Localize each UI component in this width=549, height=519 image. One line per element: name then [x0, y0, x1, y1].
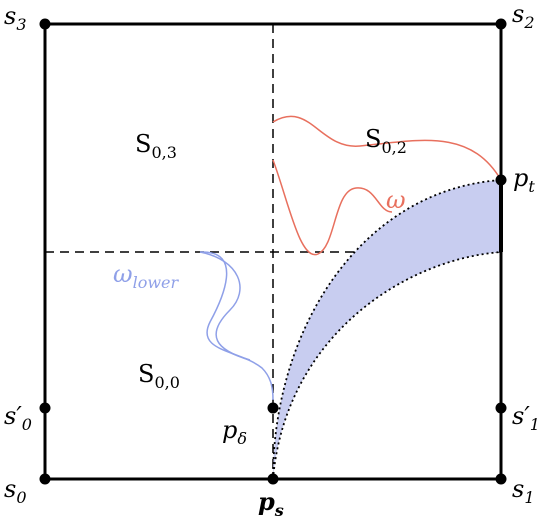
label-main: ω — [113, 260, 133, 288]
label-main: s — [512, 0, 524, 28]
point — [267, 402, 279, 414]
omega-upper-label: ω — [386, 186, 406, 214]
label-sub: 0 — [22, 415, 32, 434]
blue-curve — [199, 251, 274, 401]
label-main: p — [258, 487, 275, 516]
label-sub: 0 — [16, 488, 26, 507]
points — [39, 18, 507, 485]
dotted-upper — [272, 179, 502, 480]
label-main: S — [365, 125, 381, 153]
point — [267, 473, 279, 485]
label: S0,3 — [135, 130, 177, 162]
label: s2 — [512, 0, 535, 32]
point — [495, 174, 507, 186]
label-sub: 2 — [523, 13, 534, 32]
red-curve-lower — [272, 159, 393, 256]
point — [39, 473, 51, 485]
label: ωlower — [113, 260, 179, 292]
label: s′1 — [512, 402, 540, 434]
label: S0,2 — [365, 125, 407, 157]
label: s′0 — [4, 402, 32, 434]
point — [39, 402, 51, 414]
label-main: s — [4, 2, 16, 30]
label-main: ω — [386, 186, 406, 214]
label-main: p — [513, 164, 528, 192]
label-sub: lower — [133, 273, 180, 292]
label-sub: s — [274, 501, 284, 519]
label: s1 — [512, 475, 535, 507]
dotted-lower — [272, 251, 502, 480]
label-sub: 1 — [524, 488, 534, 507]
feasible-region — [273, 180, 501, 479]
point — [495, 18, 507, 30]
red-curve-upper — [272, 115, 502, 181]
label-sub: 0,0 — [154, 373, 179, 392]
label-sub: t — [528, 177, 535, 196]
label-main: S — [135, 130, 151, 158]
label: s0 — [4, 475, 27, 507]
label: pδ — [222, 416, 247, 448]
point — [39, 18, 51, 30]
label-main: s′ — [512, 402, 530, 430]
point — [495, 473, 507, 485]
label-main: s′ — [4, 402, 22, 430]
label-main: s — [4, 475, 16, 503]
label: ps — [258, 487, 284, 519]
label: pt — [513, 164, 535, 196]
label-main: p — [222, 416, 237, 444]
point — [495, 402, 507, 414]
label-main: s — [512, 475, 524, 503]
label-main: S — [138, 360, 154, 388]
label-sub: δ — [237, 429, 247, 448]
label: s3 — [4, 2, 27, 34]
label: S0,0 — [138, 360, 180, 392]
label-sub: 0,2 — [381, 138, 406, 157]
label-sub: 0,3 — [151, 143, 176, 162]
blue-curve-2 — [199, 251, 251, 361]
label-sub: 3 — [16, 15, 26, 34]
label-sub: 1 — [530, 415, 540, 434]
